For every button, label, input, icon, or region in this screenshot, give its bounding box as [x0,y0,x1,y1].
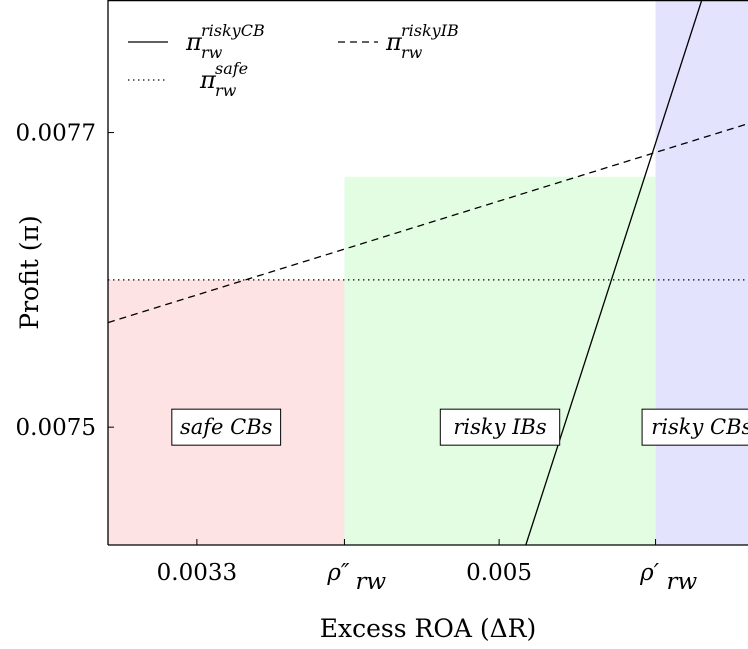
region-risky-cbs [655,0,748,545]
y-tick-label: 0.0075 [16,415,96,441]
region-label-text: risky IBs [453,415,547,439]
legend-entry-riskycb: π riskyCB rw [128,21,265,62]
legend-entry-riskyib: π riskyIB rw [338,21,459,62]
region-label-box [641,408,748,446]
x-tick-label-sub: rw [355,569,386,595]
legend-superscript: safe [215,59,248,78]
legend-symbol: π [385,28,403,56]
region-label-box [439,408,561,446]
legend-subscript: rw [401,43,423,62]
x-tick-label: ρ″ rw [326,560,386,595]
legend-subscript: rw [201,43,223,62]
region-risky-ibs [344,176,656,545]
x-axis-label: Excess ROA (ΔR) [320,614,536,643]
x-tick-label: 0.0033 [157,560,237,586]
region-label-safe-cbs: safe CBs [171,408,282,446]
y-axis-label: Profit (π) [15,215,44,329]
series-line-riskycb [525,0,703,546]
x-tick-label-sub: rw [667,569,698,595]
region-label-text: safe CBs [180,415,273,439]
legend-entry-safe: π safe rw [128,59,248,100]
shaded-regions [108,0,748,545]
series-line-riskyib [107,123,748,324]
x-tick-label-main: ρ″ [326,560,350,586]
series-lines [107,0,748,546]
legend-superscript: riskyCB [201,21,265,40]
legend-symbol: π [199,66,217,94]
legend-superscript: riskyIB [401,21,459,40]
region-label-text: risky CBs [651,415,748,439]
x-tick-label-main: ρ′ [639,560,660,586]
region-label-risky-cbs: risky CBs [641,408,748,446]
y-tick-label: 0.0077 [16,121,96,147]
region-label-risky-ibs: risky IBs [439,408,561,446]
x-tick-label: ρ′ rw [639,560,697,595]
x-tick-label: 0.005 [466,560,532,586]
legend-symbol: π [185,28,203,56]
region-labels: safe CBs risky IBs risky CBs [171,408,748,446]
legend-subscript: rw [215,81,237,100]
region-label-box [171,408,282,446]
